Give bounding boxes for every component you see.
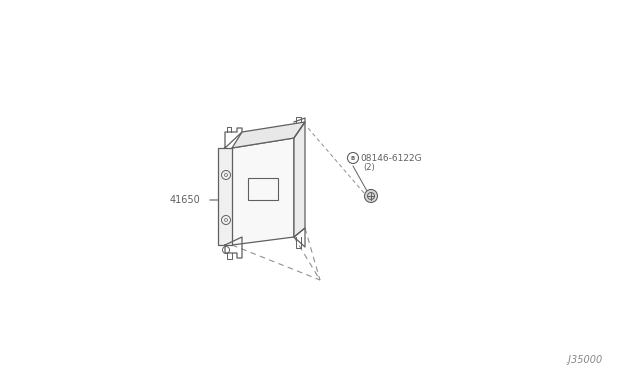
- Polygon shape: [232, 138, 294, 245]
- Polygon shape: [294, 122, 305, 237]
- Circle shape: [365, 189, 378, 202]
- Text: 08146-6122G: 08146-6122G: [360, 154, 422, 163]
- Polygon shape: [232, 122, 305, 148]
- Text: B: B: [351, 155, 355, 160]
- Text: .J35000: .J35000: [565, 355, 602, 365]
- Circle shape: [348, 153, 358, 164]
- Polygon shape: [218, 148, 232, 245]
- Text: 41650: 41650: [170, 195, 201, 205]
- Text: (2): (2): [363, 163, 375, 171]
